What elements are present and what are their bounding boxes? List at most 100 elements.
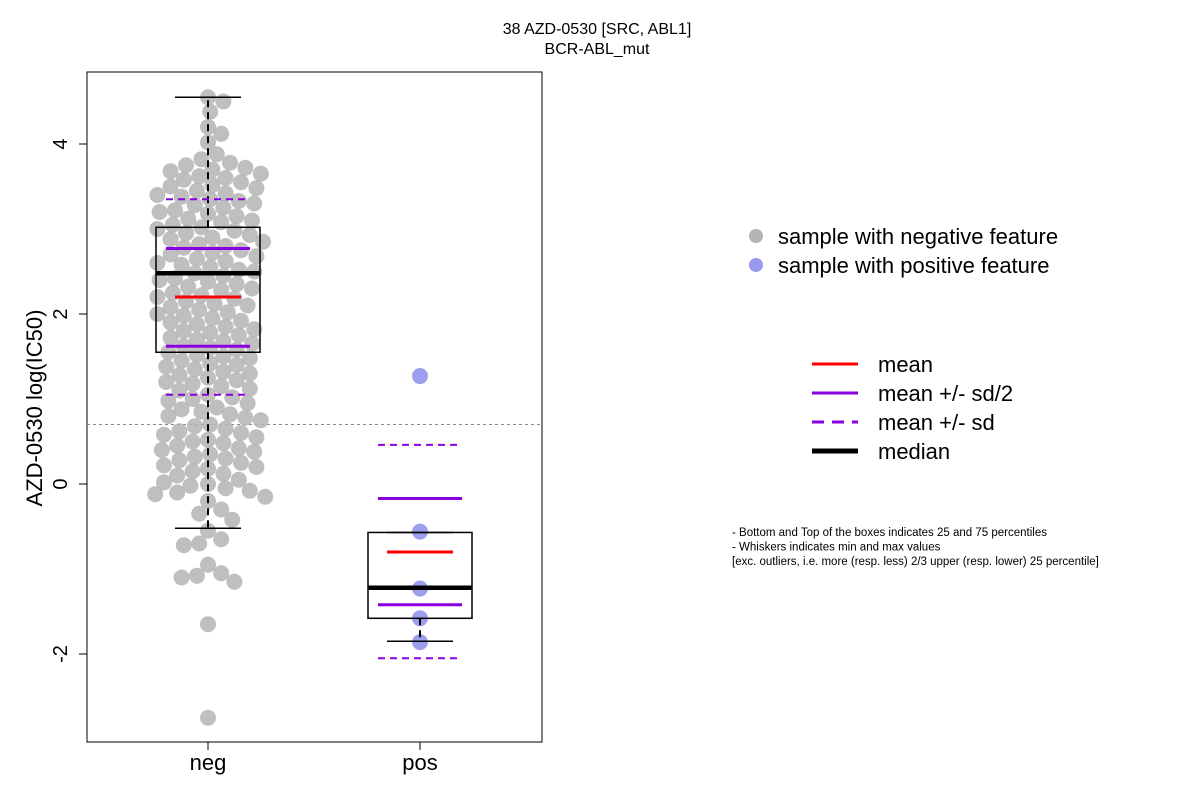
legend-line-label: mean xyxy=(878,352,933,377)
data-point-neg xyxy=(217,318,234,335)
data-point-neg xyxy=(149,221,166,237)
y-axis-label: AZD-0530 log(IC50) xyxy=(22,310,47,507)
footnote-line: - Whiskers indicates min and max values xyxy=(732,542,941,554)
y-tick-label: 0 xyxy=(50,478,72,489)
data-point-neg xyxy=(162,163,179,180)
data-point-neg xyxy=(202,191,219,208)
data-point-neg xyxy=(184,463,201,480)
data-point-neg xyxy=(226,290,243,307)
data-point-neg xyxy=(202,324,219,341)
data-point-neg xyxy=(246,321,263,338)
data-point-neg xyxy=(186,361,203,378)
data-point-neg xyxy=(189,316,205,333)
data-point-neg xyxy=(226,222,243,239)
data-point-neg xyxy=(180,278,197,295)
data-point-neg xyxy=(246,195,263,212)
data-point-neg xyxy=(248,248,265,265)
data-point-neg xyxy=(175,307,192,324)
data-point-neg xyxy=(230,440,247,457)
legend-point-marker xyxy=(749,229,763,243)
data-point-neg xyxy=(167,202,183,219)
data-point-neg xyxy=(213,565,230,582)
data-point-neg xyxy=(169,467,186,484)
data-point-neg xyxy=(228,372,245,389)
data-point-neg xyxy=(213,531,230,548)
data-point-neg xyxy=(200,460,216,477)
data-point-neg xyxy=(202,103,219,120)
data-point-neg xyxy=(217,170,234,186)
data-point-neg xyxy=(173,569,190,586)
x-tick-label-pos: pos xyxy=(402,750,437,775)
data-point-neg xyxy=(233,454,249,471)
data-point-neg xyxy=(158,358,175,375)
data-point-neg xyxy=(226,573,243,590)
data-point-neg xyxy=(162,299,179,316)
data-point-neg xyxy=(257,488,274,505)
footnote-line: - Bottom and Top of the boxes indicates … xyxy=(732,527,1047,539)
y-tick-label: 2 xyxy=(50,308,72,319)
data-point-neg xyxy=(241,365,258,382)
data-point-neg xyxy=(215,199,232,216)
data-point-neg xyxy=(215,267,232,284)
data-point-neg xyxy=(228,357,245,373)
data-point-neg xyxy=(246,443,263,460)
data-point-neg xyxy=(252,412,269,429)
data-point-neg xyxy=(217,185,234,202)
data-point-neg xyxy=(230,327,247,344)
data-point-neg xyxy=(173,401,190,418)
data-point-neg xyxy=(213,378,230,395)
data-point-neg xyxy=(147,486,164,503)
data-point-neg xyxy=(206,295,223,312)
data-point-neg xyxy=(173,188,190,205)
data-point-neg xyxy=(217,450,234,467)
data-point-neg xyxy=(202,446,219,463)
data-point-neg xyxy=(149,306,166,322)
data-point-neg xyxy=(228,208,245,225)
legend: sample with negative feature sample with … xyxy=(749,224,1058,464)
data-point-neg xyxy=(162,178,179,195)
data-point-neg xyxy=(208,146,225,163)
data-point-neg xyxy=(189,250,205,267)
data-point-neg xyxy=(151,204,168,220)
data-point-neg xyxy=(171,452,188,469)
legend-line-label: mean +/- sd xyxy=(878,410,995,435)
x-tick-label-neg: neg xyxy=(190,750,227,775)
data-point-neg xyxy=(233,242,249,259)
data-point-neg xyxy=(233,312,249,329)
data-point-neg xyxy=(162,231,179,248)
data-point-neg xyxy=(156,457,172,474)
y-tick-label: 4 xyxy=(50,138,72,149)
data-point-neg xyxy=(184,433,201,450)
data-point-neg xyxy=(248,429,265,446)
footnotes: - Bottom and Top of the boxes indicates … xyxy=(732,527,1099,568)
data-point-neg xyxy=(191,535,208,552)
data-point-neg xyxy=(171,367,188,384)
data-point-neg xyxy=(193,403,210,420)
data-point-neg xyxy=(158,374,175,390)
data-point-neg xyxy=(189,567,205,584)
data-point-neg xyxy=(230,471,247,488)
data-point-neg xyxy=(239,395,256,412)
data-point-neg xyxy=(191,168,208,185)
data-point-neg xyxy=(208,399,225,416)
data-point-neg xyxy=(239,297,256,314)
data-point-neg xyxy=(171,423,188,440)
legend-line-label: median xyxy=(878,439,950,464)
data-point-neg xyxy=(169,437,186,454)
chart-subtitle: BCR-ABL_mut xyxy=(545,41,650,58)
data-point-neg xyxy=(215,93,232,110)
data-point-neg xyxy=(213,125,230,142)
data-point-neg xyxy=(244,335,260,352)
data-point-neg xyxy=(241,350,258,367)
data-point-neg xyxy=(160,408,177,424)
box-neg xyxy=(155,226,261,353)
data-point-neg xyxy=(153,442,170,458)
data-point-neg xyxy=(193,151,210,168)
data-point-neg xyxy=(241,226,258,243)
data-point-neg xyxy=(241,380,258,397)
data-point-neg xyxy=(178,157,194,174)
plot-frame xyxy=(86,71,543,743)
data-point-neg xyxy=(178,225,194,242)
